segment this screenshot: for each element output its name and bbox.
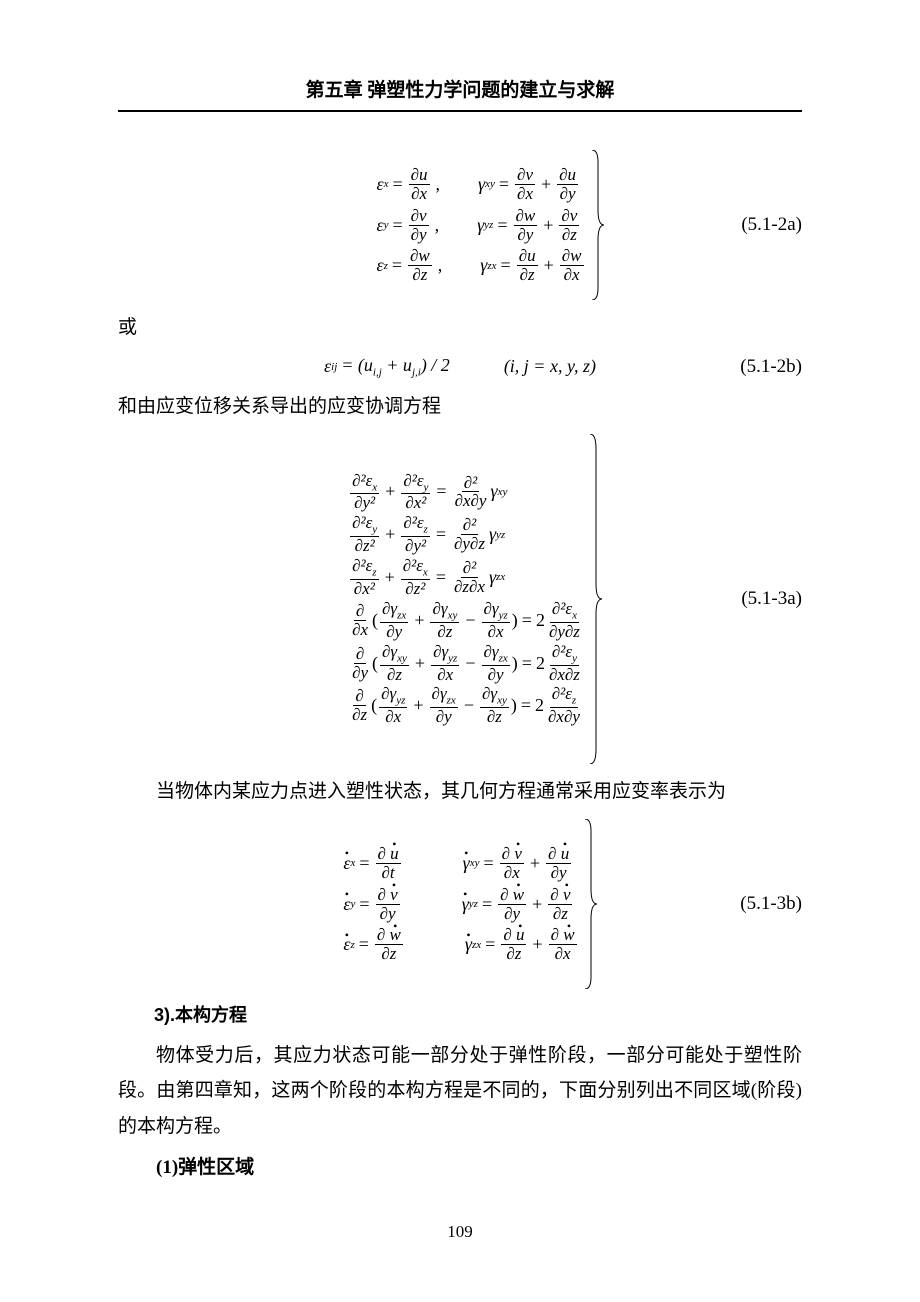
eq-row: ∂∂x(∂γzx∂y+∂γxy∂z−∂γyz∂x)=2∂²εx∂y∂z — [348, 600, 584, 641]
equation-5-1-3b: εx=∂ u∂t γxy=∂ v∂x+∂ u∂y εy=∂ v∂y γyz=∂ … — [138, 819, 802, 989]
para-constitutive: 物体受力后，其应力状态可能一部分处于弹性阶段，一部分可能处于塑性阶段。由第四章知… — [118, 1038, 802, 1143]
eq-row: εx=∂u∂x, γxy=∂v∂x+∂u∂y — [376, 166, 585, 203]
equation-5-1-2a: εx=∂u∂x, γxy=∂v∂x+∂u∂y εy=∂v∂y, γyz=∂w∂y… — [178, 150, 802, 300]
equation-5-1-2b: εij = (ui,j + uj,i) / 2 (i, j = x, y, z)… — [118, 355, 802, 379]
eq-row: ∂²εx∂y²+∂²εy∂x²=∂²∂x∂yγxy — [348, 472, 584, 513]
equation-5-1-3a: ∂²εx∂y²+∂²εy∂x²=∂²∂x∂yγxy ∂²εy∂z²+∂²εz∂y… — [148, 434, 802, 764]
eq-row: ∂²εy∂z²+∂²εz∂y²=∂²∂y∂zγyz — [348, 514, 584, 555]
eq-row: εx=∂ u∂t γxy=∂ v∂x+∂ u∂y — [343, 845, 578, 882]
section-heading-3: 3).本构方程 — [118, 999, 802, 1032]
page-number: 109 — [0, 1222, 920, 1242]
eq-label: (5.1-2a) — [741, 214, 802, 236]
text-plastic: 当物体内某应力点进入塑性状态，其几何方程通常采用应变率表示为 — [118, 774, 802, 809]
text-compat: 和由应变位移关系导出的应变协调方程 — [118, 389, 802, 424]
eq-label: (5.1-2b) — [740, 356, 802, 378]
eq-label: (5.1-3b) — [740, 893, 802, 915]
eq-row: ∂∂z(∂γyz∂x+∂γzx∂y−∂γxy∂z)=2∂²εz∂x∂y — [348, 685, 584, 726]
eq-row: εy=∂ v∂y γyz=∂ w∂y+∂ v∂z — [343, 886, 578, 923]
eq-row: εy=∂v∂y, γyz=∂w∂y+∂v∂z — [376, 207, 585, 244]
eq-row: εz=∂ w∂z γzx=∂ u∂z+∂ w∂x — [343, 926, 578, 963]
eq-row: ∂∂y(∂γxy∂z+∂γyz∂x−∂γzx∂y)=2∂²εy∂x∂z — [348, 643, 584, 684]
chapter-header: 第五章 弹塑性力学问题的建立与求解 — [118, 75, 802, 112]
or-text: 或 — [118, 310, 802, 345]
eq-row: ∂²εz∂x²+∂²εx∂z²=∂²∂z∂xγzx — [348, 557, 584, 598]
subsection-heading-1: (1)弹性区域 — [118, 1150, 802, 1185]
eq-row: εz=∂w∂z, γzx=∂u∂z+∂w∂x — [376, 247, 585, 284]
eq-label: (5.1-3a) — [741, 588, 802, 610]
